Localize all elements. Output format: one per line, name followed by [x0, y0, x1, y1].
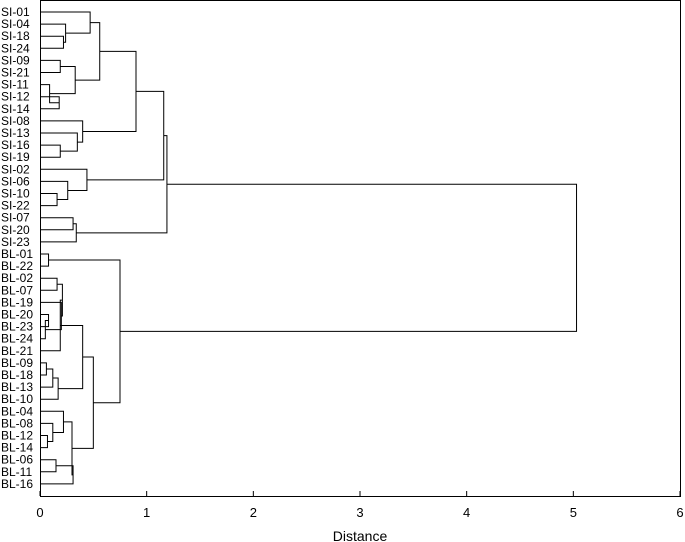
- leaf-label: BL-04: [1, 404, 33, 418]
- leaf-label: BL-20: [1, 308, 33, 322]
- leaf-label: SI-13: [1, 126, 30, 140]
- leaf-label: BL-24: [1, 332, 33, 346]
- leaf-label: BL-11: [1, 465, 32, 479]
- leaf-label: BL-21: [1, 344, 33, 358]
- merge-link-b12: [40, 435, 48, 449]
- merge-link-b14: [40, 410, 64, 433]
- x-tick-label: 6: [676, 505, 683, 520]
- merge-link-b19: [48, 259, 121, 404]
- leaf-label: SI-10: [1, 187, 30, 201]
- leaf-labels: SI-01SI-04SI-18SI-24SI-09SI-21SI-11SI-12…: [1, 5, 33, 491]
- merge-link-root: [120, 183, 578, 332]
- merge-link-b18: [72, 356, 94, 449]
- merge-link-a9: [40, 144, 61, 158]
- leaf-label: SI-14: [1, 102, 30, 116]
- leaf-label: SI-11: [1, 78, 29, 92]
- leaf-label: SI-23: [1, 235, 30, 249]
- merge-link-b1: [40, 253, 50, 267]
- leaf-label: SI-24: [1, 41, 30, 55]
- leaf-label: BL-16: [1, 477, 33, 491]
- leaf-label: BL-23: [1, 320, 33, 334]
- leaf-label: BL-08: [1, 416, 33, 430]
- x-tick-label: 4: [463, 505, 470, 520]
- dendrogram-links: [40, 11, 578, 485]
- merge-link-a17: [40, 217, 74, 231]
- merge-link-a12: [82, 50, 137, 132]
- leaf-label: BL-13: [1, 380, 33, 394]
- merge-link-b15: [40, 459, 57, 473]
- merge-link-a1: [40, 35, 64, 49]
- merge-link-b11: [58, 324, 84, 390]
- plot-frame: [40, 0, 681, 497]
- merge-link-a11: [40, 120, 84, 143]
- leaf-label: SI-07: [1, 211, 30, 225]
- merge-link-b4: [40, 320, 49, 340]
- x-tick-label: 5: [570, 505, 577, 520]
- leaf-label: BL-19: [1, 295, 33, 309]
- leaf-label: SI-20: [1, 223, 30, 237]
- merge-link-a8: [75, 22, 101, 81]
- merge-link-a7: [49, 65, 76, 95]
- x-tick-label: 0: [36, 505, 43, 520]
- leaf-label: SI-06: [1, 174, 30, 188]
- merge-link-a2: [40, 23, 67, 43]
- leaf-label: BL-18: [1, 368, 33, 382]
- leaf-label: SI-16: [1, 138, 30, 152]
- merge-link-a4: [40, 59, 61, 73]
- leaf-label: BL-09: [1, 356, 33, 370]
- leaf-label: BL-07: [1, 283, 33, 297]
- x-axis-title: Distance: [333, 528, 388, 542]
- x-tick-label: 2: [250, 505, 257, 520]
- leaf-label: BL-12: [1, 429, 33, 443]
- leaf-label: SI-04: [1, 17, 30, 31]
- x-axis: 0 1 2 3 4 5 6: [36, 491, 684, 520]
- leaf-label: SI-09: [1, 53, 30, 67]
- leaf-label: SI-02: [1, 162, 30, 176]
- merge-link-a15: [40, 168, 88, 191]
- merge-link-b10: [40, 377, 59, 400]
- leaf-label: BL-10: [1, 392, 33, 406]
- x-tick-label: 3: [356, 505, 363, 520]
- merge-link-b16: [40, 465, 74, 485]
- merge-link-a10: [40, 132, 78, 152]
- leaf-label: SI-12: [1, 90, 30, 104]
- leaf-label: SI-22: [1, 199, 30, 213]
- leaf-label: BL-02: [1, 271, 33, 285]
- merge-link-a13: [40, 193, 58, 207]
- leaf-label: BL-14: [1, 441, 33, 455]
- leaf-label: SI-08: [1, 114, 30, 128]
- merge-link-b13: [40, 422, 54, 443]
- merge-link-a16: [86, 90, 165, 181]
- merge-link-b7: [40, 299, 63, 352]
- merge-link-b2: [40, 277, 58, 291]
- leaf-label: BL-06: [1, 453, 33, 467]
- leaf-label: BL-22: [1, 259, 33, 273]
- merge-link-a19: [76, 135, 168, 234]
- merge-link-b5: [40, 301, 62, 331]
- merge-link-a3: [40, 11, 91, 34]
- leaf-label: SI-18: [1, 29, 30, 43]
- merge-link-a18: [40, 223, 77, 243]
- leaf-label: BL-01: [1, 247, 33, 261]
- leaf-label: SI-21: [1, 66, 30, 80]
- merge-link-b17: [63, 421, 74, 476]
- merge-link-a14: [40, 180, 69, 201]
- leaf-label: SI-19: [1, 150, 30, 164]
- leaf-label: SI-01: [1, 5, 30, 19]
- x-tick-label: 1: [143, 505, 150, 520]
